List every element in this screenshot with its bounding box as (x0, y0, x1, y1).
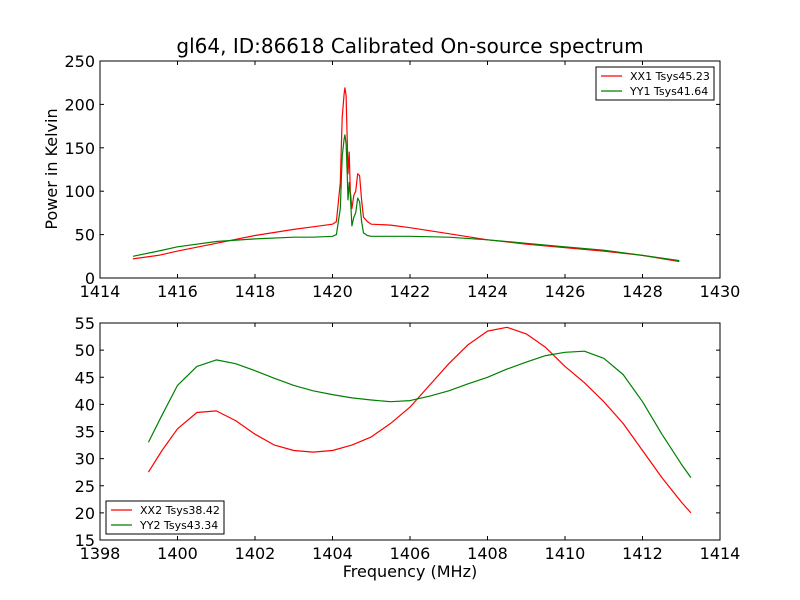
x-tick-label: 1416 (157, 282, 198, 301)
x-tick-label: 1402 (235, 544, 276, 563)
x-tick-label: 1426 (545, 282, 586, 301)
top-spectrum-panel: gl64, ID:86618 Calibrated On-source spec… (42, 34, 740, 301)
y-tick-label: 45 (75, 368, 95, 387)
legend: XX2 Tsys38.42 YY2 Tsys43.34 (105, 500, 225, 535)
x-tick-label: 1428 (622, 282, 663, 301)
y-tick-label: 30 (75, 450, 95, 469)
legend-label: XX2 Tsys38.42 (140, 504, 220, 517)
y-tick-label: 35 (75, 423, 95, 442)
x-tick-label: 1424 (467, 282, 508, 301)
x-tick-label: 1414 (700, 544, 741, 563)
series-line-1 (147, 326, 692, 514)
legend-box (105, 500, 225, 535)
x-tick-label: 1400 (157, 544, 198, 563)
bottom-spectrum-panel: Frequency (MHz) 1398 1400 1402 1404 1406 1408… (75, 314, 741, 581)
y-tick-label: 25 (75, 477, 95, 496)
x-tick-label: 1414 (80, 282, 121, 301)
x-tick-label: 1408 (467, 544, 508, 563)
y-tick-label: 40 (75, 395, 95, 414)
x-tick-label: 1404 (312, 544, 353, 563)
legend-label: YY1 Tsys41.64 (629, 85, 708, 98)
y-tick-label: 55 (75, 314, 95, 333)
y-tick-label: 100 (64, 182, 95, 201)
y-tick-label: 20 (75, 504, 95, 523)
y-tick-label: 50 (75, 226, 95, 245)
y-tick-label: 250 (64, 52, 95, 71)
x-tick-label: 1430 (700, 282, 741, 301)
series-line-2 (147, 350, 692, 478)
legend: XX1 Tsys45.23 YY1 Tsys41.64 (595, 66, 715, 101)
legend-box (595, 66, 715, 101)
y-tick-label: 200 (64, 95, 95, 114)
series-line-1 (132, 87, 680, 263)
y-tick-label: 15 (75, 531, 95, 550)
y-axis-label: Power in Kelvin (42, 108, 61, 229)
x-axis-label: Frequency (MHz) (343, 562, 477, 581)
y-tick-label: 150 (64, 139, 95, 158)
x-tick-label: 1398 (80, 544, 121, 563)
legend-label: YY2 Tsys43.34 (139, 519, 218, 532)
y-tick-label: 0 (85, 269, 95, 288)
series-line-2 (132, 134, 680, 262)
legend-label: XX1 Tsys45.23 (630, 70, 710, 83)
chart-title: gl64, ID:86618 Calibrated On-source spec… (176, 34, 643, 58)
x-tick-label: 1412 (622, 544, 663, 563)
x-tick-label: 1418 (235, 282, 276, 301)
x-tick-label: 1406 (390, 544, 431, 563)
x-tick-label: 1420 (312, 282, 353, 301)
x-tick-label: 1422 (390, 282, 431, 301)
y-tick-label: 50 (75, 341, 95, 360)
x-tick-label: 1410 (545, 544, 586, 563)
